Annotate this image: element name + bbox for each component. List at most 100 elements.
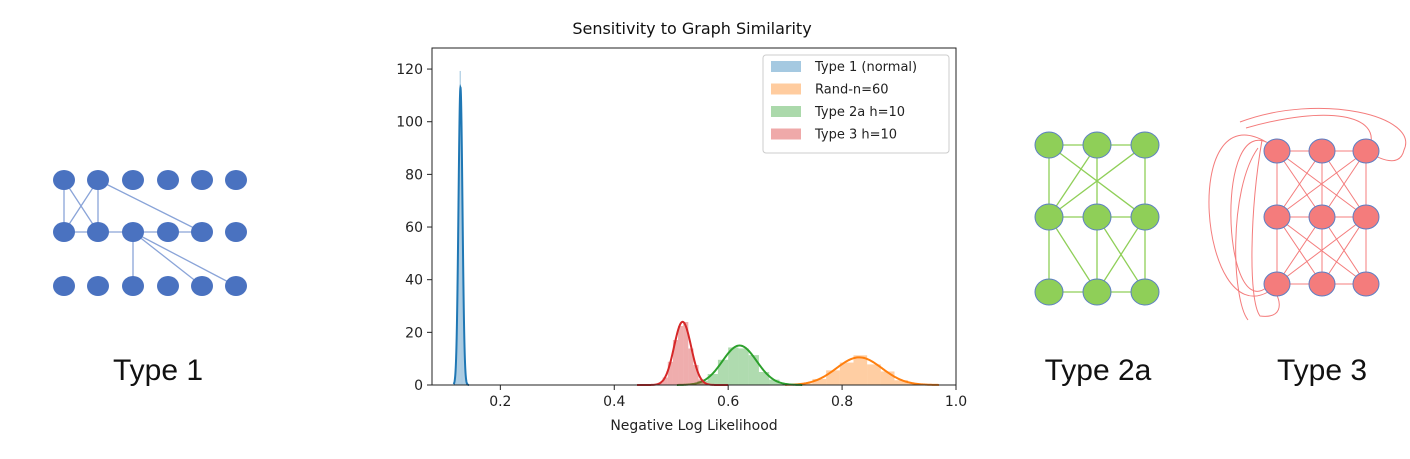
- graph-node: [1034, 203, 1064, 231]
- graph-edge: [1321, 150, 1367, 218]
- graph-node: [1263, 138, 1291, 164]
- histogram-bar: [458, 174, 460, 385]
- graph-node: [1130, 278, 1160, 306]
- y-tick-label: 80: [405, 167, 423, 183]
- graph-node: [1352, 271, 1380, 297]
- type1-nodes: [53, 170, 247, 296]
- graph-edge: [1276, 216, 1367, 285]
- histogram-bar: [769, 379, 780, 385]
- graph-edge: [1276, 150, 1323, 218]
- graph-node: [87, 276, 109, 296]
- histogram-bar: [667, 361, 673, 385]
- graph-node: [157, 170, 179, 190]
- graph-node: [122, 222, 144, 242]
- graph-loop-edge: [1208, 134, 1269, 297]
- graph-node: [1130, 203, 1160, 231]
- type3-caption: Type 3: [1277, 354, 1367, 387]
- graph-node: [87, 170, 109, 190]
- graph-loop-edge: [1235, 147, 1259, 321]
- type2a-caption: Type 2a: [1045, 354, 1152, 387]
- y-tick-label: 100: [396, 115, 423, 131]
- histogram-bar: [853, 355, 868, 385]
- x-axis-label: Negative Log Likelihood: [610, 418, 777, 434]
- graph-edge: [132, 231, 237, 287]
- chart-series-layer: [452, 70, 939, 386]
- x-tick-label: 0.6: [717, 394, 739, 410]
- histogram-bar: [894, 380, 909, 385]
- legend-label: Rand-n=60: [815, 83, 889, 98]
- legend-swatch: [771, 61, 801, 72]
- histogram-bar: [678, 326, 684, 385]
- x-tick-label: 0.2: [489, 394, 511, 410]
- graph-node: [191, 222, 213, 242]
- histogram-bar: [683, 322, 689, 385]
- graph-node: [53, 222, 75, 242]
- legend-swatch: [771, 83, 801, 95]
- type3-nodes: [1263, 138, 1380, 297]
- histogram-bar: [698, 379, 704, 385]
- legend-swatch: [771, 128, 801, 140]
- kde-curve: [452, 83, 470, 386]
- graph-node: [1082, 278, 1112, 306]
- graph-node: [225, 276, 247, 296]
- graph-node: [53, 276, 75, 296]
- histogram-bar: [697, 380, 708, 385]
- histogram-bar: [826, 370, 840, 385]
- histogram-bar: [839, 362, 854, 385]
- type2a-nodes: [1034, 131, 1160, 306]
- x-tick-label: 0.8: [831, 394, 853, 410]
- graph-node: [157, 276, 179, 296]
- graph-node: [1263, 204, 1291, 230]
- legend-swatch: [771, 106, 801, 117]
- x-axis-ticks: 0.2 0.4 0.6 0.8 1.0: [489, 385, 967, 410]
- kde-curve: [676, 344, 803, 386]
- y-tick-label: 60: [405, 220, 423, 236]
- legend-box: [762, 54, 950, 154]
- graph-node: [157, 222, 179, 242]
- graph-loop-edge: [1230, 140, 1271, 292]
- histogram-bar: [738, 348, 749, 385]
- histogram-bar: [867, 364, 881, 385]
- plot-frame: [431, 47, 957, 386]
- graph-node: [1082, 131, 1112, 159]
- graph-node: [191, 276, 213, 296]
- graph-node: [225, 222, 247, 242]
- type1-graph-diagram: Type 1: [53, 170, 247, 387]
- chart-legend: Type 1 (normal) Rand-n=60 Type 2a h=10 Type…: [762, 54, 950, 154]
- graph-node: [1308, 204, 1336, 230]
- y-tick-label: 40: [405, 273, 423, 289]
- legend-label: Type 3 h=10: [814, 128, 897, 143]
- graph-node: [1034, 278, 1064, 306]
- histogram-bar: [707, 374, 718, 385]
- histogram-bar: [459, 70, 461, 385]
- graph-node: [1082, 203, 1112, 231]
- graph-node: [87, 222, 109, 242]
- graph-edge: [1096, 216, 1146, 293]
- histogram-bar: [460, 128, 463, 386]
- histogram-bar: [758, 371, 770, 385]
- y-tick-label: 0: [414, 378, 423, 394]
- chart-title: Sensitivity to Graph Similarity: [572, 19, 811, 38]
- graph-node: [1263, 271, 1291, 297]
- series-3: [676, 344, 803, 386]
- graph-loop-edge: [1245, 114, 1372, 147]
- legend-label: Type 1 (normal): [814, 60, 917, 75]
- histogram-bar: [812, 378, 827, 385]
- type3-edges: [1208, 107, 1407, 321]
- series-1: [452, 70, 470, 386]
- graph-node: [1308, 271, 1336, 297]
- histogram-bar: [728, 347, 739, 385]
- graph-node: [191, 170, 213, 190]
- kde-curve: [785, 356, 939, 386]
- graph-node: [122, 170, 144, 190]
- graph-node: [1352, 204, 1380, 230]
- x-tick-label: 0.4: [603, 394, 625, 410]
- graph-loop-edge: [1239, 107, 1407, 162]
- y-tick-label: 120: [396, 62, 423, 78]
- histogram-bar: [662, 377, 668, 385]
- graph-edge: [132, 231, 203, 287]
- graph-loop-edge: [1251, 139, 1280, 317]
- histogram-bar: [693, 365, 699, 385]
- graph-node: [1352, 138, 1380, 164]
